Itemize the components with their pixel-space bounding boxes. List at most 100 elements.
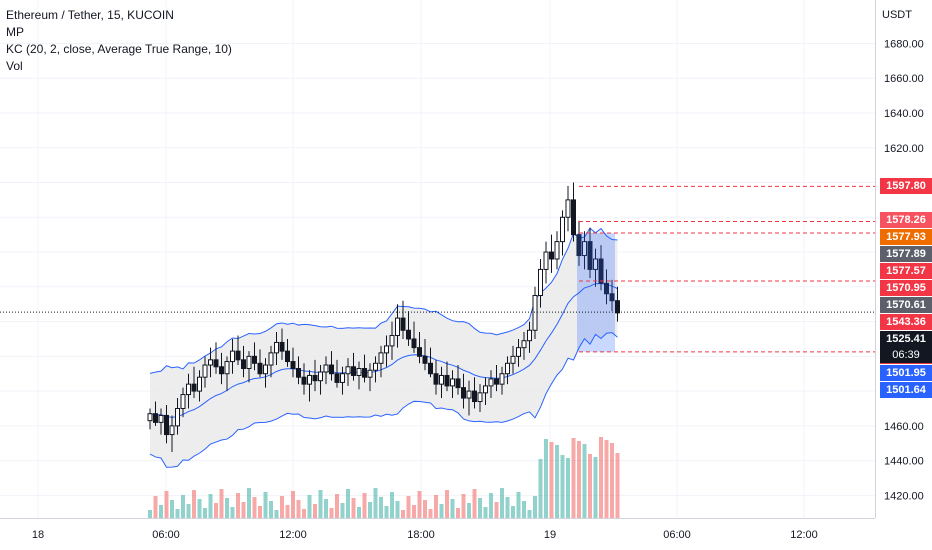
price-label[interactable]: 1543.36	[880, 314, 932, 331]
time-tick-label: 19	[544, 529, 556, 541]
candle-body	[175, 407, 180, 427]
volume-bar	[505, 497, 510, 518]
price-label[interactable]: 1570.95	[880, 280, 932, 297]
volume-bar	[318, 490, 323, 518]
price-label[interactable]: 1577.57	[880, 263, 932, 280]
volume-bar	[582, 444, 587, 518]
time-axis: 18 06:00 12:00 18:00 19 06:00 12:00	[0, 518, 875, 541]
volume-bar	[384, 506, 389, 518]
indicator-volume[interactable]: Vol	[6, 59, 23, 73]
price-label[interactable]: 1501.95	[880, 365, 932, 382]
volume-bar	[263, 492, 268, 518]
candle-body	[609, 293, 615, 302]
candle-body	[307, 374, 312, 385]
volume-bar	[428, 509, 433, 518]
price-label[interactable]: 1501.64	[880, 382, 932, 399]
volume-bar	[599, 437, 603, 518]
candle-body	[582, 241, 587, 257]
indicator-keltner[interactable]: KC (20, 2, close, Average True Range, 10…	[6, 42, 232, 56]
volume-bar	[593, 457, 598, 518]
candle-body	[604, 282, 609, 295]
volume-bar	[230, 507, 235, 518]
candle-body	[554, 241, 560, 260]
candle-body	[202, 364, 208, 378]
volume-bar	[412, 505, 416, 518]
volume-bar	[401, 510, 405, 518]
candle-body	[257, 362, 263, 375]
price-tick-label: 1640.00	[884, 108, 924, 120]
currency-label[interactable]: USDT	[882, 9, 912, 21]
candle-body	[411, 338, 417, 349]
volume-bar	[379, 497, 383, 518]
volume-bar	[511, 506, 515, 518]
price-label[interactable]: 1570.61	[880, 297, 932, 314]
price-label[interactable]: 1597.80	[880, 178, 932, 195]
volume-bar	[610, 443, 614, 518]
volume-bar	[175, 509, 180, 518]
volume-bar	[566, 458, 570, 518]
candle-body	[521, 340, 527, 349]
candle-body	[422, 355, 428, 364]
volume-bar	[489, 493, 493, 518]
volume-bar	[181, 495, 185, 518]
volume-bar	[549, 442, 554, 518]
volume-bar	[560, 455, 565, 518]
volume-bar	[192, 490, 196, 518]
price-label[interactable]: 1577.89	[880, 246, 932, 263]
indicator-mp[interactable]: MP	[6, 25, 24, 39]
price-label[interactable]: 1578.26	[880, 212, 932, 229]
volume-bar	[357, 507, 361, 518]
candle-body	[334, 373, 340, 383]
candle-body	[241, 359, 246, 370]
volume-bar	[395, 501, 400, 518]
candle-body	[208, 359, 213, 366]
volume-bar	[533, 496, 537, 518]
candle-body	[428, 362, 433, 375]
price-label[interactable]: 1577.93	[880, 229, 932, 246]
candle-body	[499, 373, 505, 385]
volume-bar	[346, 489, 350, 518]
candle-body	[252, 355, 257, 364]
candle-body	[389, 334, 395, 347]
price-tick-label: 1420.00	[884, 490, 924, 502]
candle-body	[615, 300, 620, 314]
volume-bar	[214, 503, 218, 518]
candle-body	[505, 362, 510, 375]
candle-body	[153, 413, 158, 423]
candles	[147, 182, 620, 452]
candle-body	[230, 350, 235, 363]
keltner-lower-line	[149, 332, 618, 468]
time-tick-label: 06:00	[663, 529, 691, 541]
candle-body	[483, 385, 488, 394]
candle-body	[450, 378, 455, 387]
candle-body	[587, 241, 593, 270]
volume-bar	[329, 508, 334, 518]
candle-body	[329, 364, 334, 375]
volume-bar	[159, 505, 163, 518]
candle-body	[516, 347, 521, 357]
candle-body	[290, 361, 296, 370]
volume-bar	[527, 510, 532, 518]
keltner-mid-line	[149, 283, 618, 418]
candle-body	[362, 368, 367, 378]
volume-bar	[170, 500, 174, 518]
volume-bar	[219, 489, 224, 518]
candle-body	[417, 347, 422, 357]
price-label[interactable]: 1525.41	[880, 331, 932, 348]
volume-bar	[362, 493, 367, 518]
volume-bar	[197, 499, 202, 518]
candle-body	[268, 352, 274, 366]
symbol-title[interactable]: Ethereum / Tether, 15, KUCOIN	[6, 8, 174, 22]
volume-bar	[544, 439, 548, 518]
candle-body	[532, 295, 538, 331]
candle-body	[169, 425, 175, 436]
candle-body	[378, 352, 384, 364]
volume-bar	[522, 501, 526, 518]
time-tick-label: 12:00	[790, 529, 818, 541]
volume-bar	[203, 508, 207, 518]
volume-bar	[483, 507, 488, 518]
volume-bar	[307, 495, 312, 518]
volume-bar	[467, 503, 471, 518]
volume-bar	[285, 505, 290, 518]
